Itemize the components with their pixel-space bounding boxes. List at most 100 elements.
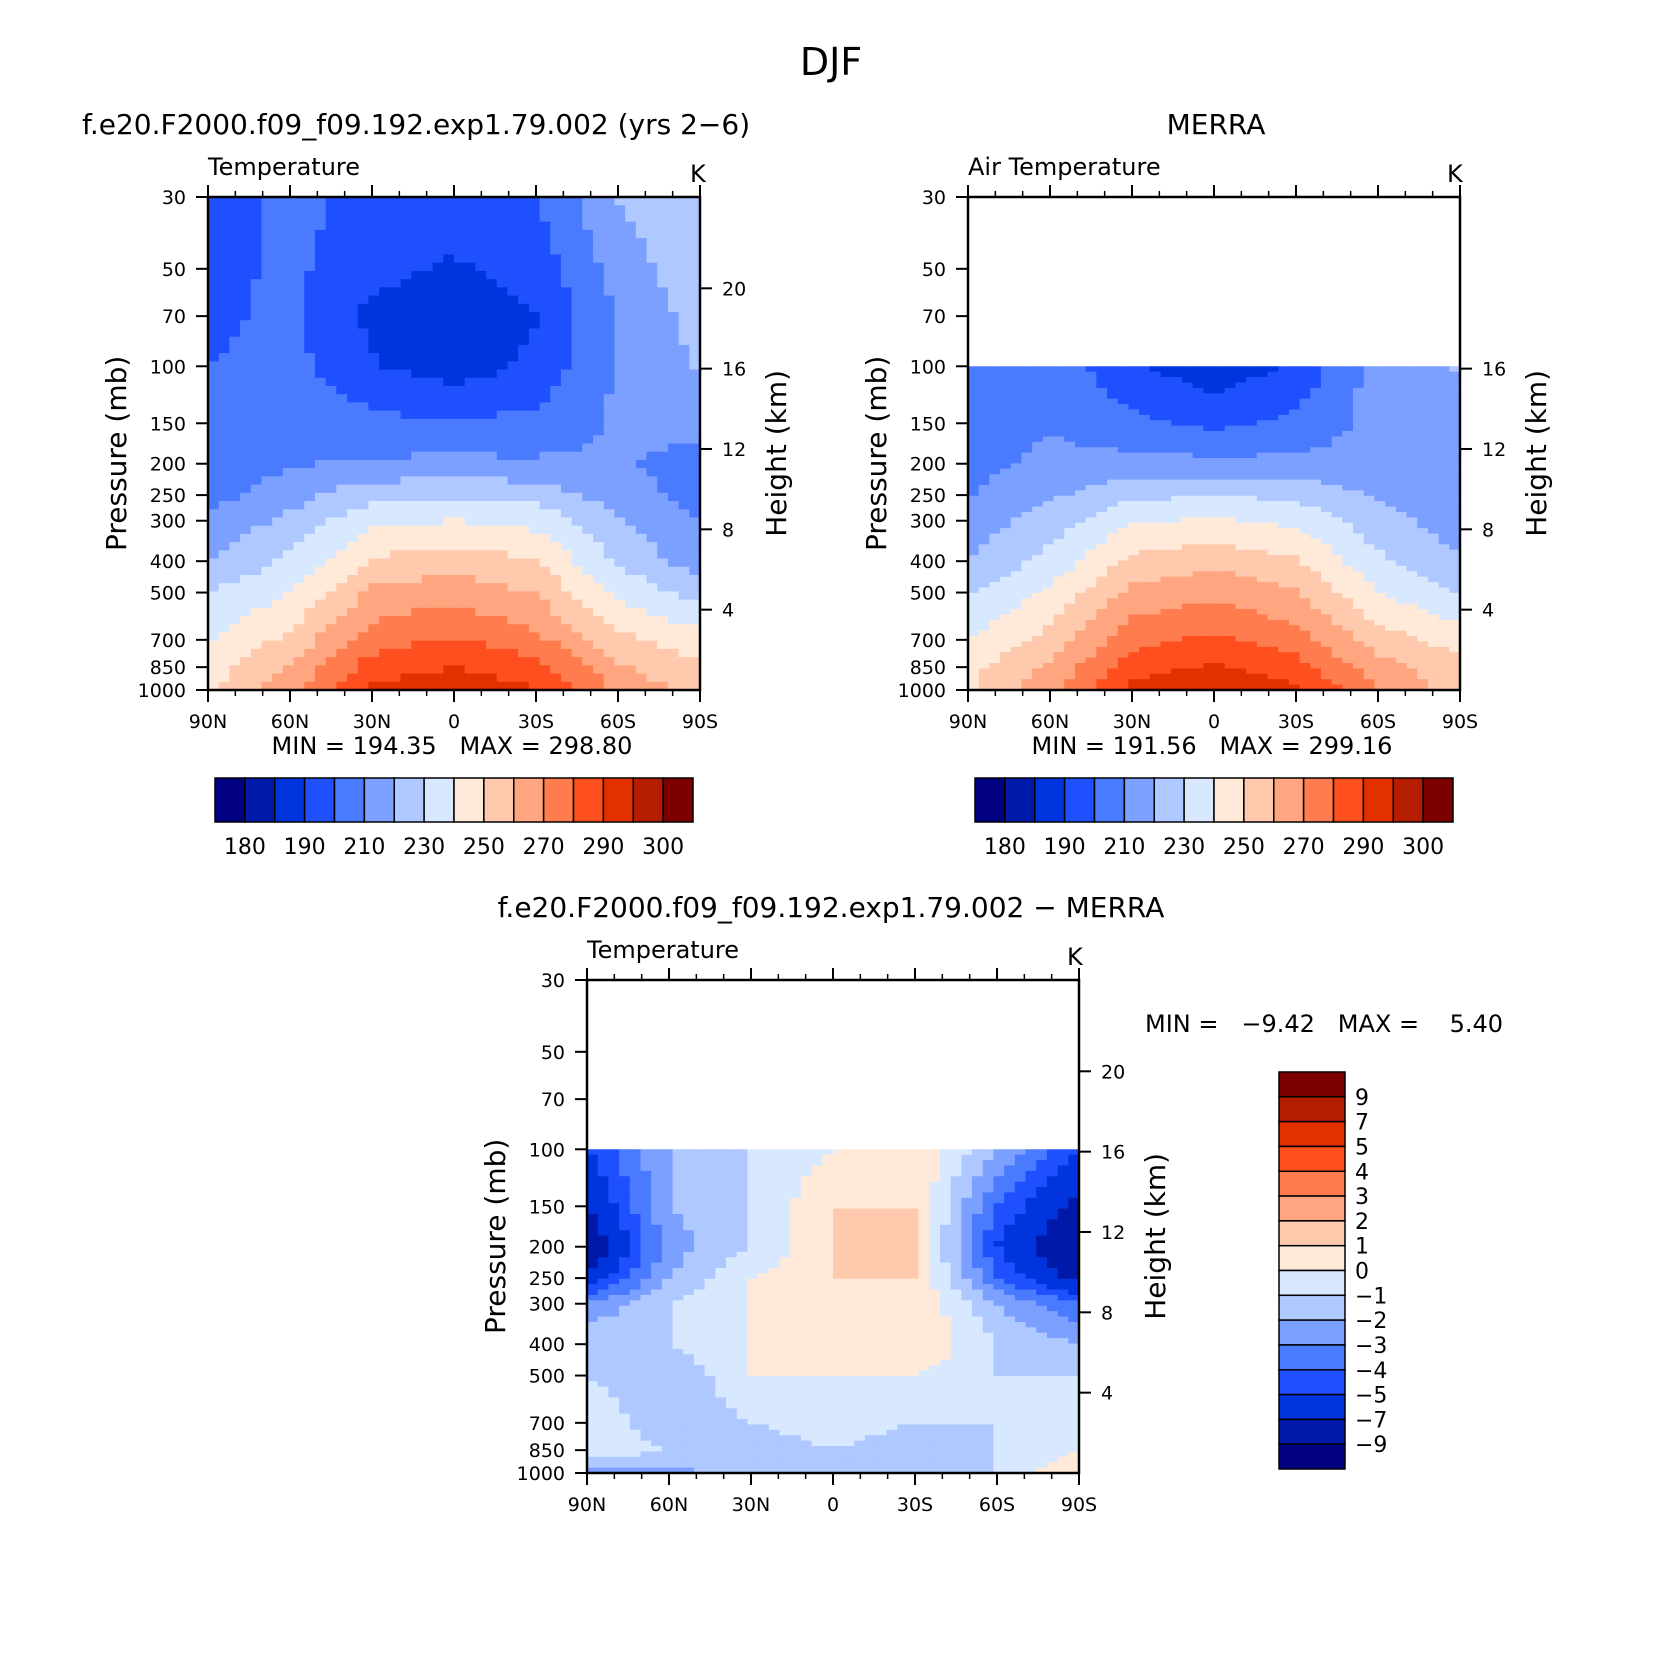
contour-cell — [625, 402, 637, 412]
contour-cell — [1310, 377, 1322, 384]
contour-cell — [518, 205, 530, 215]
contour-cell — [968, 538, 980, 545]
contour-cell — [304, 550, 316, 560]
contour-cell — [218, 657, 230, 666]
contour-cell — [539, 328, 551, 338]
contour-cell — [325, 492, 337, 502]
contour-cell — [657, 574, 669, 584]
contour-cell — [1074, 441, 1087, 448]
contour-cell — [454, 295, 466, 305]
contour-cell — [528, 287, 541, 297]
contour-cell — [208, 476, 220, 486]
contour-cell — [646, 197, 658, 206]
contour-cell — [1267, 387, 1279, 394]
contour-cell — [421, 312, 434, 321]
contour-cell — [1171, 398, 1183, 405]
contour-cell — [1107, 457, 1119, 464]
contour-cell — [528, 295, 541, 305]
contour-cell — [1342, 393, 1354, 400]
contour-cell — [1417, 490, 1429, 497]
contour-cell — [347, 574, 359, 584]
contour-cell — [411, 459, 423, 469]
contour-cell — [261, 451, 273, 461]
contour-cell — [1267, 538, 1279, 545]
contour-cell — [454, 632, 466, 642]
contour-cell — [1010, 528, 1023, 535]
contour-cell — [240, 681, 252, 691]
contour-cell — [1192, 609, 1204, 616]
contour-cell — [272, 591, 284, 601]
contour-cell — [208, 361, 220, 371]
contour-cell — [678, 435, 690, 445]
contour-cell — [475, 254, 487, 264]
contour-cell — [314, 246, 327, 256]
contour-cell — [496, 254, 509, 264]
contour-cell — [379, 476, 391, 486]
contour-cell — [1139, 441, 1151, 448]
contour-cell — [400, 238, 412, 247]
contour-cell — [603, 369, 616, 379]
contour-cell — [1374, 441, 1386, 448]
contour-cell — [229, 459, 241, 469]
contour-cell — [1149, 506, 1162, 513]
contour-cell — [443, 402, 455, 412]
contour-cell — [689, 640, 701, 650]
contour-cell — [250, 673, 263, 683]
contour-cell — [528, 673, 541, 683]
contour-cell — [646, 657, 658, 666]
contour-cell — [218, 566, 230, 576]
contour-cell — [614, 640, 626, 650]
contour-cell — [475, 657, 487, 666]
contour-cell — [1160, 549, 1172, 556]
contour-cell — [1267, 377, 1279, 384]
contour-cell — [325, 427, 337, 436]
contour-cell — [978, 555, 990, 562]
contour-cell — [1256, 409, 1269, 416]
contour-cell — [571, 492, 583, 502]
contour-cell — [1139, 603, 1151, 610]
contour-cell — [1171, 522, 1183, 529]
contour-cell — [1214, 447, 1226, 454]
contour-cell — [614, 369, 626, 379]
contour-cell — [507, 402, 519, 412]
contour-cell — [968, 506, 980, 513]
contour-cell — [1374, 517, 1386, 524]
contour-cell — [261, 599, 273, 609]
contour-cell — [1139, 431, 1151, 438]
contour-cell — [678, 525, 690, 535]
contour-cell — [646, 468, 658, 477]
contour-cell — [282, 336, 295, 346]
contour-cell — [1320, 522, 1333, 529]
contour-cell — [1074, 425, 1087, 432]
contour-cell — [1149, 582, 1162, 589]
contour-cell — [336, 599, 348, 609]
contour-cell — [1331, 560, 1343, 567]
contour-cell — [539, 279, 551, 288]
contour-cell — [528, 369, 541, 379]
contour-cell — [1128, 555, 1140, 562]
contour-cell — [528, 591, 541, 601]
contour-cell — [1342, 387, 1354, 394]
contour-cell — [421, 303, 434, 313]
contour-cell — [1171, 441, 1183, 448]
contour-cell — [1171, 436, 1183, 443]
contour-cell — [603, 205, 616, 215]
contour-cell — [1331, 474, 1343, 481]
contour-cell — [689, 566, 701, 576]
contour-cell — [1406, 393, 1418, 400]
contour-cell — [1203, 371, 1215, 378]
contour-cell — [1320, 592, 1333, 599]
contour-cell — [240, 533, 252, 543]
contour-cell — [550, 476, 562, 486]
contour-cell — [978, 414, 990, 421]
contour-cell — [667, 229, 680, 239]
contour-cell — [1288, 447, 1301, 454]
contour-cell — [582, 443, 594, 453]
contour-cell — [250, 295, 263, 305]
contour-cell — [475, 246, 487, 256]
contour-cell — [261, 435, 273, 445]
contour-cell — [218, 344, 230, 354]
contour-cell — [379, 377, 391, 387]
contour-cell — [1363, 436, 1376, 443]
contour-cell — [336, 443, 348, 453]
